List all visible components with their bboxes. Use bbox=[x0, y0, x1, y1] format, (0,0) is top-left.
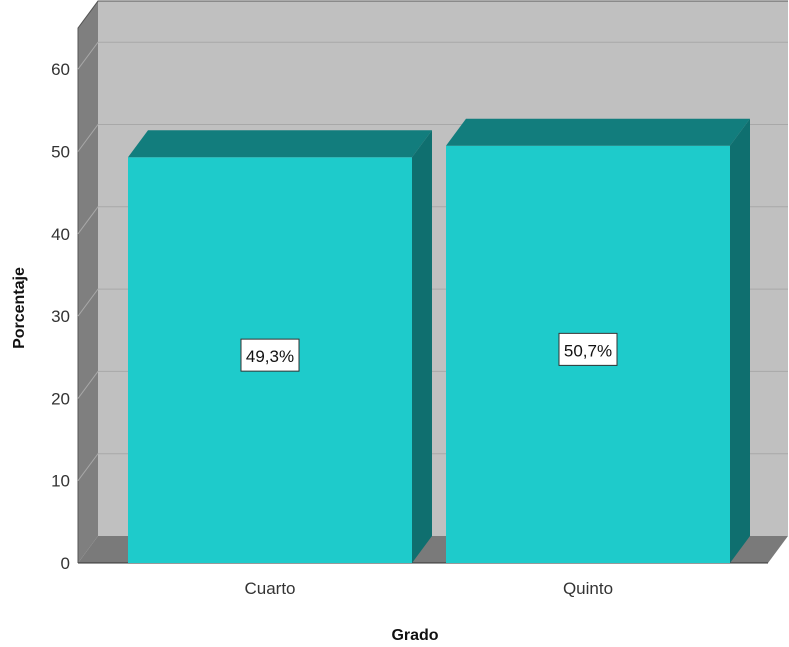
bars bbox=[128, 118, 750, 564]
data-label: 49,3% bbox=[246, 347, 294, 366]
y-tick-label: 10 bbox=[51, 472, 70, 491]
y-tick-label: 20 bbox=[51, 389, 70, 408]
data-label-box bbox=[240, 338, 300, 372]
x-category-label: Quinto bbox=[563, 579, 613, 598]
gridline bbox=[77, 41, 788, 70]
y-tick-label: 30 bbox=[51, 307, 70, 326]
bar-top-cuarto bbox=[128, 130, 432, 158]
y-tick-label: 50 bbox=[51, 143, 70, 162]
data-label: 50,7% bbox=[564, 341, 612, 360]
x-axis-title: Grado bbox=[391, 627, 438, 644]
data-labels: 49,3% 50,7% bbox=[240, 332, 618, 372]
y-tick-label: 40 bbox=[51, 225, 70, 244]
bar-side-quinto bbox=[730, 118, 750, 563]
x-axis-categories: Cuarto Quinto bbox=[244, 579, 613, 598]
y-tick-label: 0 bbox=[61, 554, 70, 573]
x-category-label: Cuarto bbox=[244, 579, 295, 598]
frame-outline bbox=[77, 0, 788, 563]
y-axis-title: Porcentaje bbox=[11, 267, 28, 349]
bar-side-cuarto bbox=[412, 130, 432, 564]
bar-top-quinto bbox=[446, 118, 750, 146]
y-tick-label: 60 bbox=[51, 60, 70, 79]
y-axis-ticks: 0 10 20 30 40 50 60 bbox=[51, 60, 70, 573]
data-label-box bbox=[558, 332, 618, 366]
side-wall bbox=[78, 1, 98, 564]
